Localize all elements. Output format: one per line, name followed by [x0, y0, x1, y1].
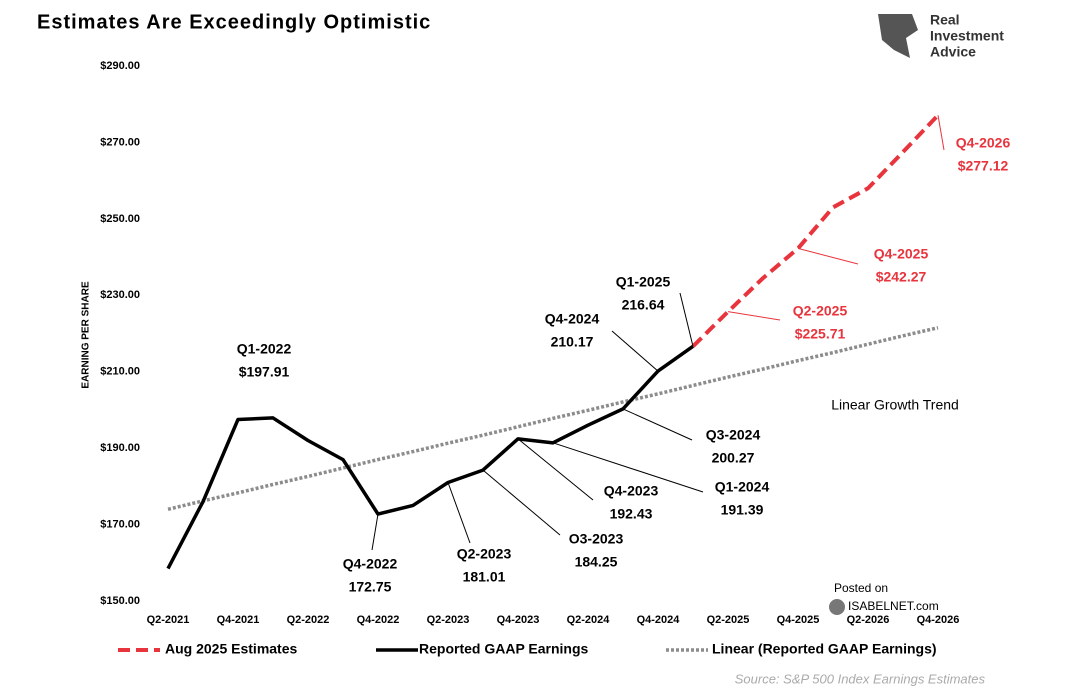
point-label: Q2-2025 — [793, 303, 848, 319]
point-label: O3-2023 — [569, 531, 624, 547]
y-tick-label: $250.00 — [100, 213, 140, 225]
x-tick-label: Q4-2026 — [917, 614, 960, 626]
point-label: Q4-2024 — [545, 311, 600, 327]
posted-icon — [829, 599, 845, 615]
x-tick-label: Q2-2026 — [847, 614, 890, 626]
leader-line — [371, 513, 379, 551]
logo-text: Investment — [930, 28, 1004, 44]
x-tick-label: Q2-2021 — [147, 614, 190, 626]
y-tick-label: $210.00 — [100, 366, 140, 378]
legend-label: Aug 2025 Estimates — [165, 641, 297, 657]
point-label: Q4-2025 — [874, 246, 929, 262]
data-label: 172.75 — [349, 579, 392, 595]
logo-text: Advice — [930, 44, 976, 60]
x-tick-label: Q4-2024 — [637, 614, 681, 626]
logo-icon — [878, 14, 918, 58]
leader-line — [622, 408, 693, 441]
posted-on: Posted on — [834, 581, 888, 595]
leader-line — [727, 311, 781, 321]
point-label: Q3-2024 — [706, 427, 761, 443]
data-label: 192.43 — [610, 506, 653, 522]
point-label: Q2-2023 — [457, 546, 512, 562]
point-label: Q1-2025 — [616, 274, 671, 290]
data-label: $277.12 — [958, 158, 1009, 174]
leader-line — [797, 247, 859, 265]
point-label: Q4-2023 — [604, 483, 659, 499]
series-line — [167, 326, 939, 511]
leader-line — [517, 438, 594, 501]
legend-label: Linear (Reported GAAP Earnings) — [712, 641, 937, 657]
legend-label: Reported GAAP Earnings — [419, 641, 589, 657]
leader-line — [679, 292, 694, 347]
leader-line — [482, 469, 561, 536]
point-label: Q1-2024 — [715, 479, 770, 495]
chart-title: Estimates Are Exceedingly Optimistic — [37, 11, 431, 33]
x-tick-label: Q4-2021 — [217, 614, 260, 626]
y-tick-label: $150.00 — [100, 595, 140, 607]
x-tick-label: Q2-2022 — [287, 614, 330, 626]
y-tick-label: $190.00 — [100, 442, 140, 454]
y-tick-label: $290.00 — [100, 60, 140, 72]
data-label: $225.71 — [795, 326, 846, 342]
y-tick-label: $230.00 — [100, 289, 140, 301]
series-line — [166, 344, 695, 570]
data-label: 216.64 — [622, 297, 665, 313]
trend-annotation: Linear Growth Trend — [831, 397, 959, 413]
logo: Real Investment Advice — [878, 12, 1004, 60]
x-tick-label: Q2-2025 — [707, 614, 750, 626]
leader-line — [937, 115, 945, 151]
data-label: 200.27 — [712, 450, 755, 466]
x-tick-label: Q2-2023 — [427, 614, 470, 626]
point-label: Q4-2022 — [343, 556, 398, 572]
leader-line — [447, 482, 471, 544]
x-tick-label: Q4-2022 — [357, 614, 400, 626]
data-label: 210.17 — [551, 334, 594, 350]
x-tick-label: Q4-2025 — [777, 614, 820, 626]
data-label: 184.25 — [575, 554, 618, 570]
x-tick-label: Q2-2024 — [567, 614, 611, 626]
posted-site: ISABELNET.com — [848, 599, 939, 613]
y-tick-label: $170.00 — [100, 518, 140, 530]
data-label: 181.01 — [463, 569, 506, 585]
y-axis-label: EARNING PER SHARE — [81, 281, 92, 389]
data-label: 191.39 — [721, 502, 764, 518]
source: Source: S&P 500 Index Earnings Estimates — [735, 671, 986, 686]
logo-text: Real — [930, 12, 960, 28]
y-tick-label: $270.00 — [100, 136, 140, 148]
leader-line — [552, 442, 704, 493]
x-tick-label: Q4-2023 — [497, 614, 540, 626]
point-label: Q1-2022 — [237, 341, 292, 357]
data-label: $242.27 — [876, 269, 927, 285]
point-label: Q4-2026 — [956, 135, 1011, 151]
leader-line — [611, 330, 659, 372]
data-label: $197.91 — [239, 364, 290, 380]
series-line — [691, 113, 940, 348]
